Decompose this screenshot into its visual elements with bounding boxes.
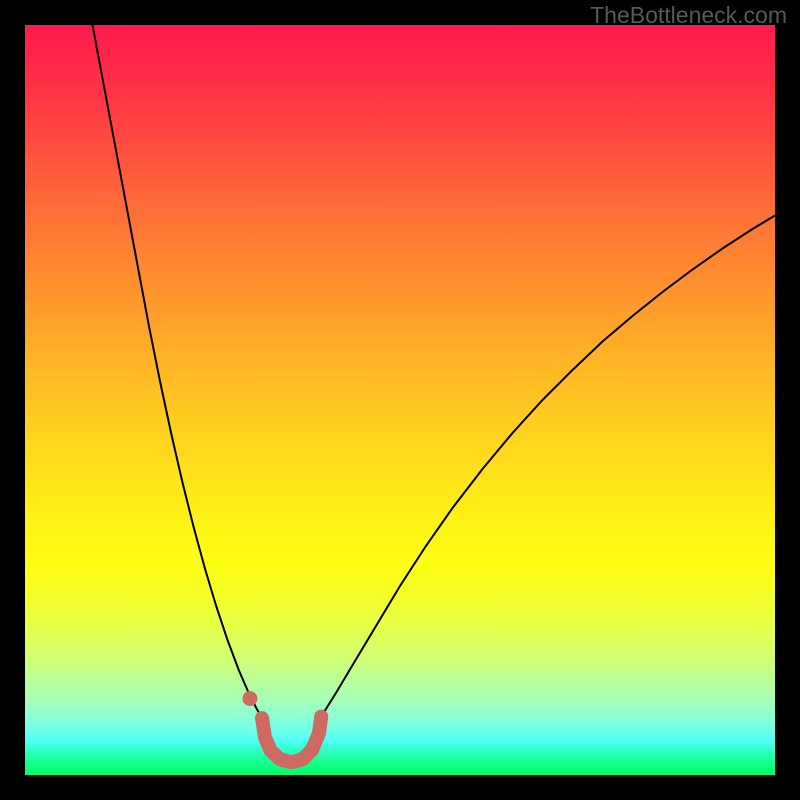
- curve-left-branch: [93, 25, 263, 718]
- marker-strip: [262, 717, 321, 763]
- chart-svg: [25, 25, 775, 775]
- curve-right-branch: [321, 216, 775, 717]
- watermark-text: TheBottleneck.com: [590, 2, 787, 29]
- marker-dot: [243, 691, 258, 706]
- gradient-background: [25, 25, 775, 775]
- plot-area: [25, 25, 775, 775]
